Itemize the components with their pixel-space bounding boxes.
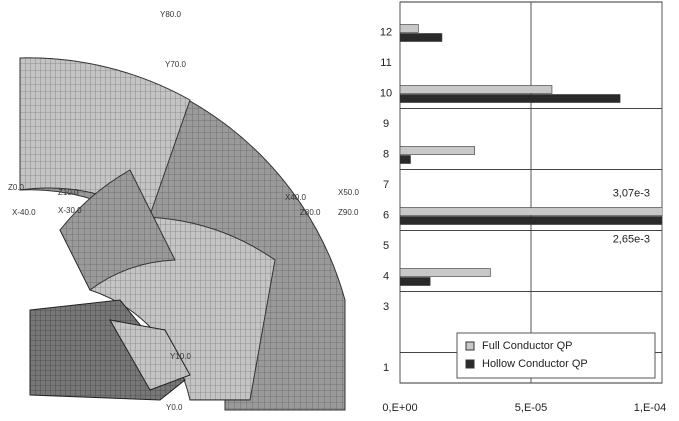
- mesh-label: Y70.0: [165, 60, 186, 69]
- mesh-label: Y80.0: [160, 10, 181, 19]
- value-label: 2,65e-3: [613, 233, 650, 245]
- x-tick-label: 0,E+00: [382, 402, 417, 414]
- y-tick-label: 7: [383, 179, 389, 191]
- y-tick-label: 3: [383, 301, 389, 313]
- mesh-label: Z0.0: [8, 183, 25, 192]
- mesh-label: X-30.0: [58, 206, 82, 215]
- page: {"mesh_labels": ["Y80.0", "Y70.0", "Z0.0…: [0, 0, 679, 421]
- y-tick-label: 11: [380, 57, 391, 69]
- y-tick-label: 8: [383, 148, 389, 160]
- mesh-label: Z90.0: [338, 208, 359, 217]
- bar: [400, 147, 475, 155]
- bar: [400, 208, 679, 216]
- y-tick-label: 10: [380, 87, 392, 99]
- bar: [400, 86, 552, 94]
- x-tick-label: 5,E-05: [515, 402, 547, 414]
- legend-swatch: [466, 342, 474, 350]
- mesh-label: Y0.0: [166, 403, 183, 412]
- mesh-label: Y10.0: [170, 352, 191, 361]
- bar: [400, 156, 410, 164]
- y-tick-label: 6: [383, 209, 389, 221]
- mesh-label: Z80.0: [300, 208, 321, 217]
- legend-swatch: [466, 360, 474, 368]
- legend: Full Conductor QP Hollow Conductor QP: [457, 333, 655, 378]
- y-tick-label: 5: [383, 240, 389, 252]
- bar: [400, 25, 418, 33]
- mesh-label: Z10.0: [58, 188, 79, 197]
- legend-label: Hollow Conductor QP: [482, 358, 588, 370]
- y-tick-label: 4: [383, 270, 389, 282]
- y-tick-label: 9: [383, 118, 389, 130]
- mesh-label: X-40.0: [12, 208, 36, 217]
- x-tick-label: 1,E-04: [634, 402, 666, 414]
- mesh-label: X40.0: [285, 193, 306, 202]
- bar: [400, 217, 679, 225]
- mesh-label: X50.0: [338, 188, 359, 197]
- bar: [400, 278, 430, 286]
- bar: [400, 269, 490, 277]
- bar: [400, 95, 620, 103]
- bar: [400, 34, 442, 42]
- figure: Y80.0 Y70.0 Z0.0 Z10.0 X-40.0 X-30.0 X40.0 X50.…: [0, 0, 679, 421]
- y-tick-label: 12: [380, 26, 392, 38]
- y-tick-label: 1: [383, 362, 389, 374]
- value-label: 3,07e-3: [613, 187, 650, 199]
- legend-label: Full Conductor QP: [482, 340, 572, 352]
